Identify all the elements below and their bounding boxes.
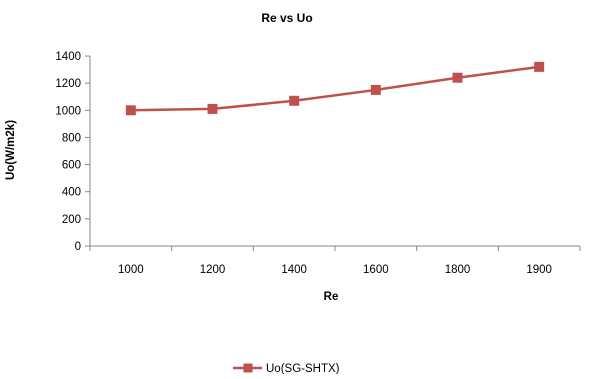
y-tick-label: 1200 — [55, 78, 81, 90]
y-tick-label: 600 — [62, 160, 81, 172]
y-tick-label: 0 — [75, 241, 81, 253]
series-line — [130, 65, 540, 112]
chart-title: Re vs Uo — [261, 11, 312, 25]
x-tick-label: 1600 — [363, 264, 389, 276]
data-point-marker — [125, 105, 136, 116]
y-axis-label: Uo(W/m2k) — [5, 120, 17, 180]
x-tick-label: 1900 — [526, 264, 552, 276]
x-axis-ticks: 1000 1200 1400 1600 1800 1900 — [89, 246, 581, 276]
y-tick-label: 200 — [62, 214, 81, 226]
x-tick-label: 1200 — [200, 264, 226, 276]
y-tick-label: 800 — [62, 132, 81, 144]
legend: Uo(SG-SHTX) — [233, 363, 340, 375]
legend-marker-swatch — [243, 363, 253, 373]
y-tick-label: 1400 — [55, 51, 81, 63]
data-point-marker — [534, 61, 545, 72]
x-axis-label: Re — [324, 291, 339, 303]
y-tick-label: 1000 — [55, 105, 81, 117]
legend-label: Uo(SG-SHTX) — [266, 363, 340, 374]
y-axis-ticks: 0 200 400 600 800 1000 1200 1400 — [55, 51, 90, 253]
data-point-marker — [370, 84, 381, 95]
data-point-marker — [452, 72, 463, 83]
x-tick-label: 1400 — [281, 264, 307, 276]
y-tick-label: 400 — [62, 187, 81, 199]
data-point-marker — [289, 95, 300, 106]
series-layer — [125, 61, 545, 116]
x-tick-label: 1000 — [118, 264, 144, 276]
data-point-marker — [207, 103, 218, 114]
x-tick-label: 1800 — [445, 264, 471, 276]
